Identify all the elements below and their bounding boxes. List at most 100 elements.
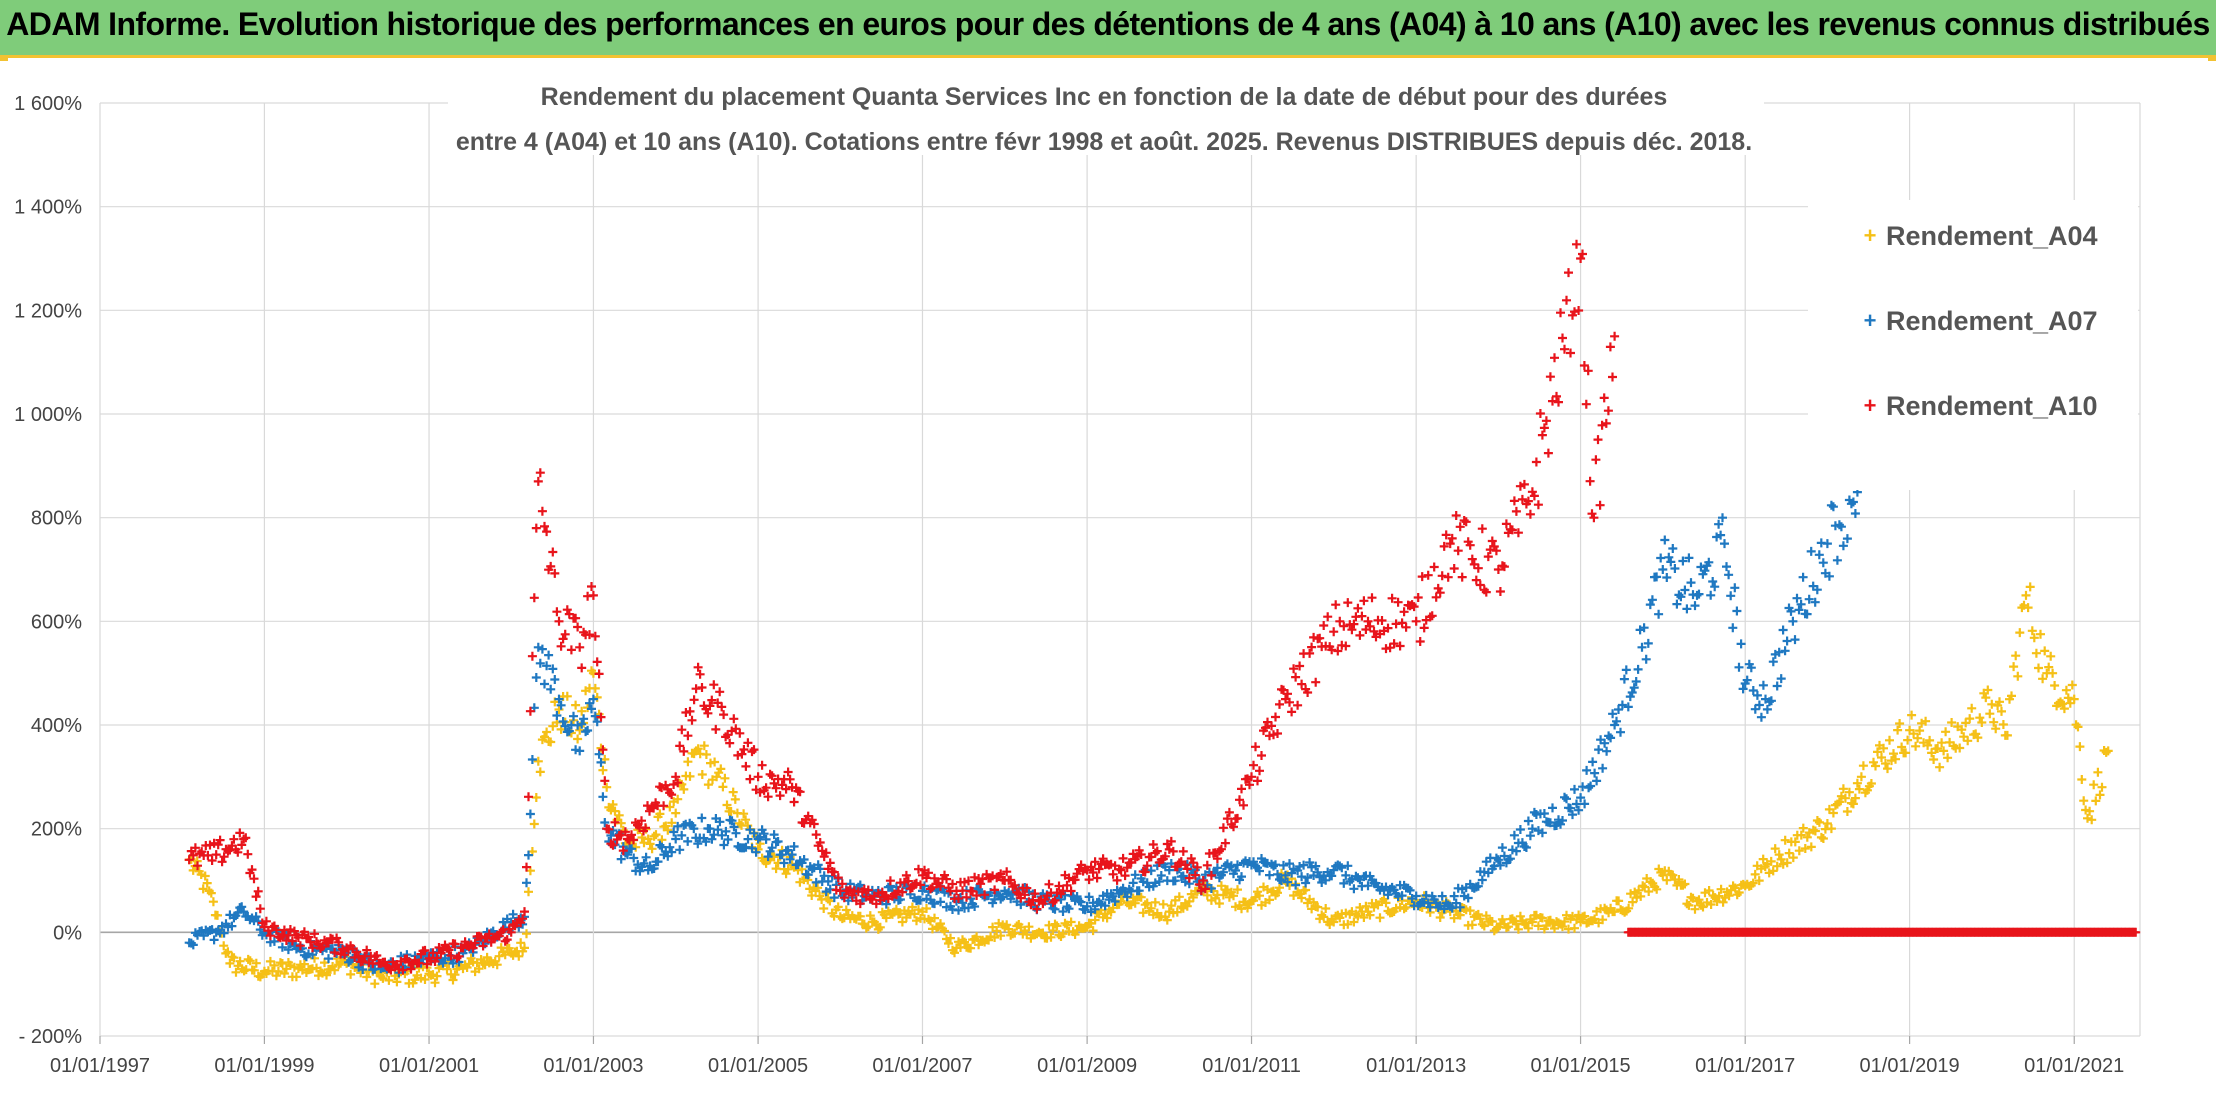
data-point [1643,638,1653,648]
data-point [1473,563,1483,573]
data-point [217,857,227,867]
data-point [1425,902,1435,912]
data-point [1052,921,1062,931]
data-point [1487,536,1497,546]
data-point [1576,793,1586,803]
data-point [478,941,488,951]
data-point [795,787,805,797]
data-point [1383,890,1393,900]
data-point [976,879,986,889]
data-point [450,939,460,949]
data-point [960,937,969,947]
data-point [428,948,438,958]
data-point [508,909,518,919]
data-point [527,755,537,764]
data-point [1788,616,1798,626]
data-point [583,726,593,735]
data-point [1058,929,1068,939]
data-point [324,954,333,964]
data-point [2101,747,2111,757]
data-point [1560,917,1569,926]
data-point [253,886,263,896]
data-point [2011,651,2021,661]
data-point [444,945,454,955]
data-point [2075,742,2085,752]
data-point [966,943,976,953]
data-point [1558,922,1567,932]
data-point [1044,920,1054,930]
data-point [2025,582,2035,592]
data-point [502,914,512,924]
data-point [1329,627,1339,637]
data-point [1455,902,1465,912]
data-point [1393,597,1403,607]
data-point [1146,866,1156,876]
data-point [1239,800,1248,810]
data-point [1401,622,1411,632]
data-point [1255,891,1264,901]
data-point [1136,892,1146,902]
data-point [1515,911,1525,921]
data-point [914,905,923,915]
data-point [655,809,665,819]
data-point [223,947,233,957]
data-point [608,800,618,809]
data-point [420,975,430,984]
data-point [1754,700,1764,710]
data-point [1637,642,1647,652]
data-point [1401,902,1411,912]
data-point [930,913,939,923]
data-point [1907,710,1917,720]
data-point [1674,875,1684,884]
data-point [1142,898,1152,908]
data-point [2067,680,2077,690]
data-point [448,958,458,968]
data-point [1529,491,1539,501]
data-point [1533,500,1543,510]
data-point [1255,866,1264,876]
data-point [675,741,685,751]
legend-label-a10: Rendement_A10 [1886,391,2098,421]
data-point [713,825,723,835]
data-point [1794,846,1804,856]
data-point [685,771,695,781]
data-point [1629,683,1639,693]
data-point [1142,861,1152,871]
data-point [1586,781,1596,791]
data-point [1070,875,1080,885]
data-point [1281,870,1290,880]
data-point [1323,612,1333,622]
data-point [1172,907,1182,917]
data-point [1814,550,1824,560]
data-point [215,835,225,845]
data-point [1584,783,1594,793]
data-point [249,965,259,975]
data-point [1770,844,1780,854]
data-point [743,738,753,748]
data-point [1608,907,1618,917]
data-point [1690,601,1700,611]
data-point [865,911,875,921]
data-point [950,948,959,958]
data-point [208,897,218,907]
data-point [1806,842,1816,852]
data-point [1818,558,1828,568]
data-point [1579,361,1589,370]
data-point [1782,858,1792,868]
data-point [1782,636,1792,646]
data-point [1593,435,1603,445]
data-point [579,714,589,724]
data-point [1776,854,1786,864]
data-point [1349,884,1359,894]
data-point [1136,850,1146,859]
data-point [1453,546,1463,556]
data-point [372,951,382,960]
data-point [1889,749,1898,759]
data-point [1822,819,1832,828]
data-point [885,876,895,886]
data-point [1497,843,1507,853]
data-point [1539,809,1549,818]
data-point [1451,511,1461,520]
data-point [1202,860,1212,870]
data-point [743,834,753,844]
